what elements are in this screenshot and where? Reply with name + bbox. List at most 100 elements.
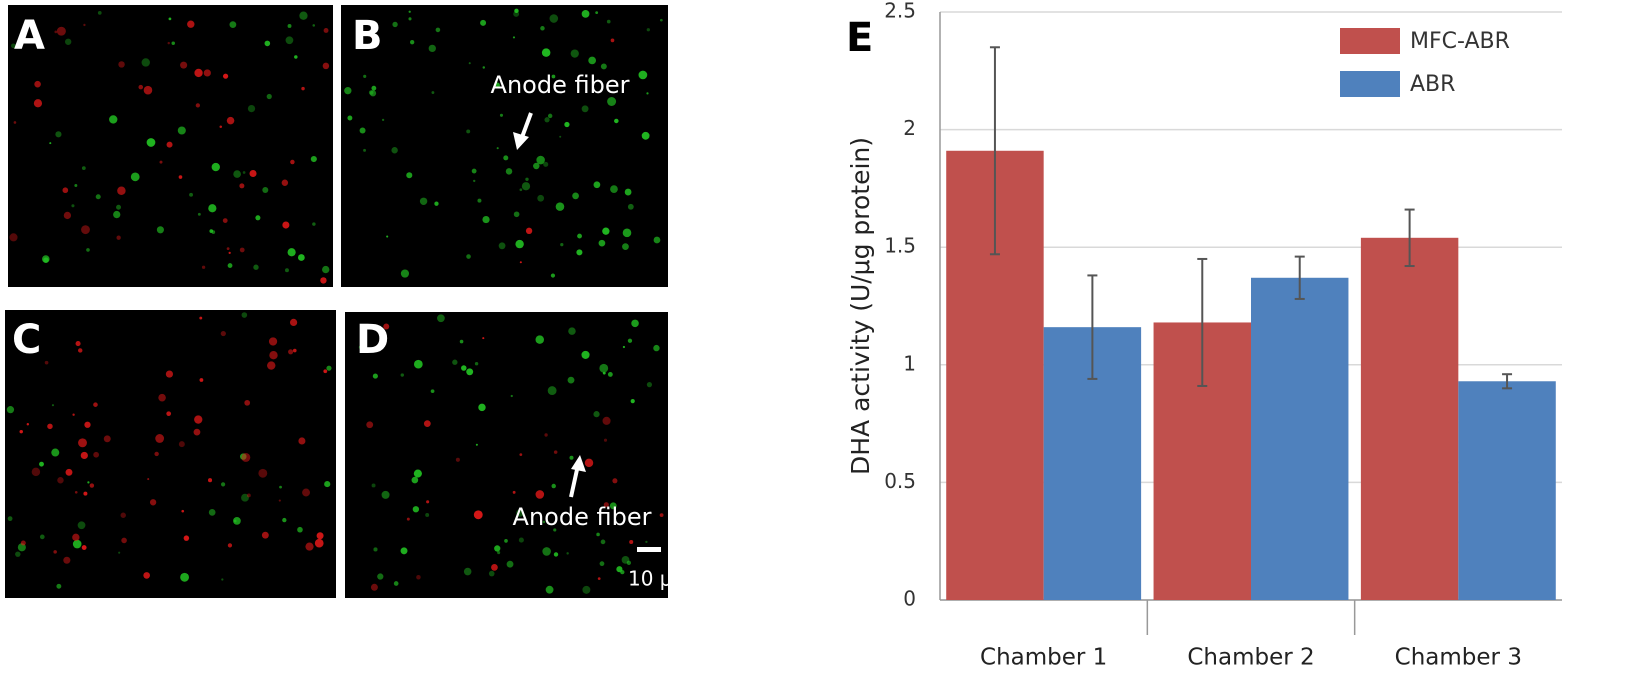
fluorescence-dot <box>638 70 648 80</box>
fluorescence-dot <box>468 62 471 65</box>
fluorescence-dot <box>516 509 524 517</box>
fluorescence-dot <box>497 551 501 555</box>
fluorescence-dot <box>622 345 626 349</box>
fluorescence-dot <box>506 560 514 568</box>
fluorescence-dot <box>222 218 228 224</box>
fluorescence-dot <box>199 378 204 382</box>
fluorescence-dot <box>116 204 122 210</box>
fluorescence-dot <box>74 184 78 187</box>
fluorescence-dot <box>363 148 366 152</box>
fluorescence-dot <box>49 142 52 145</box>
fluorescence-dot <box>568 327 576 335</box>
fluorescence-dot <box>159 160 163 164</box>
fluorescence-dot <box>103 435 111 443</box>
fluorescence-dot <box>419 197 428 206</box>
fluorescence-dot <box>264 40 271 47</box>
fluorescence-dot <box>363 74 367 78</box>
bar <box>1458 381 1556 600</box>
fluorescence-dot <box>197 212 201 216</box>
fluorescence-dot <box>653 236 661 244</box>
fluorescence-dot <box>71 204 75 208</box>
panel-b-image <box>341 5 668 287</box>
fluorescence-dot <box>466 254 471 259</box>
fluorescence-dot <box>560 243 564 247</box>
fluorescence-dot <box>211 162 220 172</box>
fluorescence-dot <box>471 168 477 174</box>
fluorescence-dot <box>416 574 421 580</box>
legend-swatch <box>1340 71 1400 97</box>
fluorescence-dot <box>287 23 292 28</box>
fluorescence-dot <box>408 17 412 21</box>
fluorescence-dot <box>326 365 332 371</box>
fluorescence-dot <box>15 551 21 557</box>
fluorescence-dot <box>535 490 545 499</box>
fluorescence-dot <box>496 147 499 150</box>
panel-d-image <box>345 312 668 598</box>
fluorescence-dot <box>323 28 329 33</box>
panel-label: E <box>846 15 873 61</box>
fluorescence-dot <box>646 92 649 95</box>
fluorescence-dot <box>149 499 157 506</box>
fluorescence-dot <box>301 86 305 91</box>
fluorescence-dot <box>324 480 331 488</box>
fluorescence-dot <box>310 155 317 163</box>
fluorescence-dot <box>147 478 150 481</box>
fluorescence-dot <box>181 509 185 513</box>
x-tick-label: Chamber 1 <box>980 645 1107 670</box>
fluorescence-dot <box>406 172 413 179</box>
fluorescence-dot <box>544 117 550 123</box>
fluorescence-dot <box>81 545 87 550</box>
fluorescence-dot <box>599 561 605 567</box>
fluorescence-dot <box>299 11 308 20</box>
fluorescence-dot <box>434 201 439 206</box>
fluorescence-dot <box>93 402 98 407</box>
x-tick-label: Chamber 3 <box>1395 645 1522 670</box>
fluorescence-dot <box>43 257 49 263</box>
fluorescence-dot <box>183 535 190 541</box>
legend-label: ABR <box>1410 72 1455 97</box>
fluorescence-dot <box>474 361 479 366</box>
fluorescence-dot <box>34 80 41 88</box>
fluorescence-dot <box>572 192 579 200</box>
fluorescence-dot <box>95 194 101 200</box>
fluorescence-dot <box>78 348 83 353</box>
fluorescence-dot <box>515 239 524 249</box>
fluorescence-dot <box>65 468 73 476</box>
fluorescence-dot <box>551 483 556 489</box>
x-tick-label: Chamber 2 <box>1187 645 1314 670</box>
fluorescence-dot <box>386 235 389 238</box>
fluorescence-dot <box>289 318 298 327</box>
fluorescence-dot <box>285 268 289 273</box>
fluorescence-dot <box>549 14 559 23</box>
fluorescence-dot <box>426 500 430 504</box>
fluorescence-dot <box>26 423 30 426</box>
fluorescence-dot <box>366 421 374 429</box>
fluorescence-dot <box>86 248 90 252</box>
fluorescence-dot <box>463 567 472 576</box>
arrow-head <box>513 132 529 150</box>
fluorescence-dot <box>473 179 476 183</box>
fluorescence-dot <box>168 17 172 21</box>
fluorescence-dot <box>525 227 533 235</box>
fluorescence-dot <box>39 534 45 540</box>
fluorescence-dot <box>626 560 631 565</box>
fluorescence-dot <box>452 359 458 365</box>
fluorescence-dot <box>641 131 650 140</box>
fluorescence-dot <box>542 547 551 556</box>
fluorescence-dot <box>513 211 520 218</box>
fluorescence-dot <box>241 452 251 462</box>
fluorescence-dot <box>177 126 186 135</box>
fluorescence-dot <box>221 578 224 581</box>
fluorescence-dot <box>51 448 60 457</box>
fluorescence-dot <box>7 516 13 522</box>
fluorescence-dot <box>77 521 86 530</box>
fluorescence-dot <box>412 506 420 513</box>
fluorescence-dot <box>109 115 118 124</box>
fluorescence-dot <box>413 359 423 369</box>
panel-label: D <box>356 317 389 363</box>
fluorescence-dot <box>488 570 495 577</box>
fluorescence-dot <box>344 87 352 95</box>
fluorescence-dot <box>621 556 630 564</box>
fluorescence-dot <box>63 211 72 220</box>
fluorescence-dot <box>233 170 241 178</box>
